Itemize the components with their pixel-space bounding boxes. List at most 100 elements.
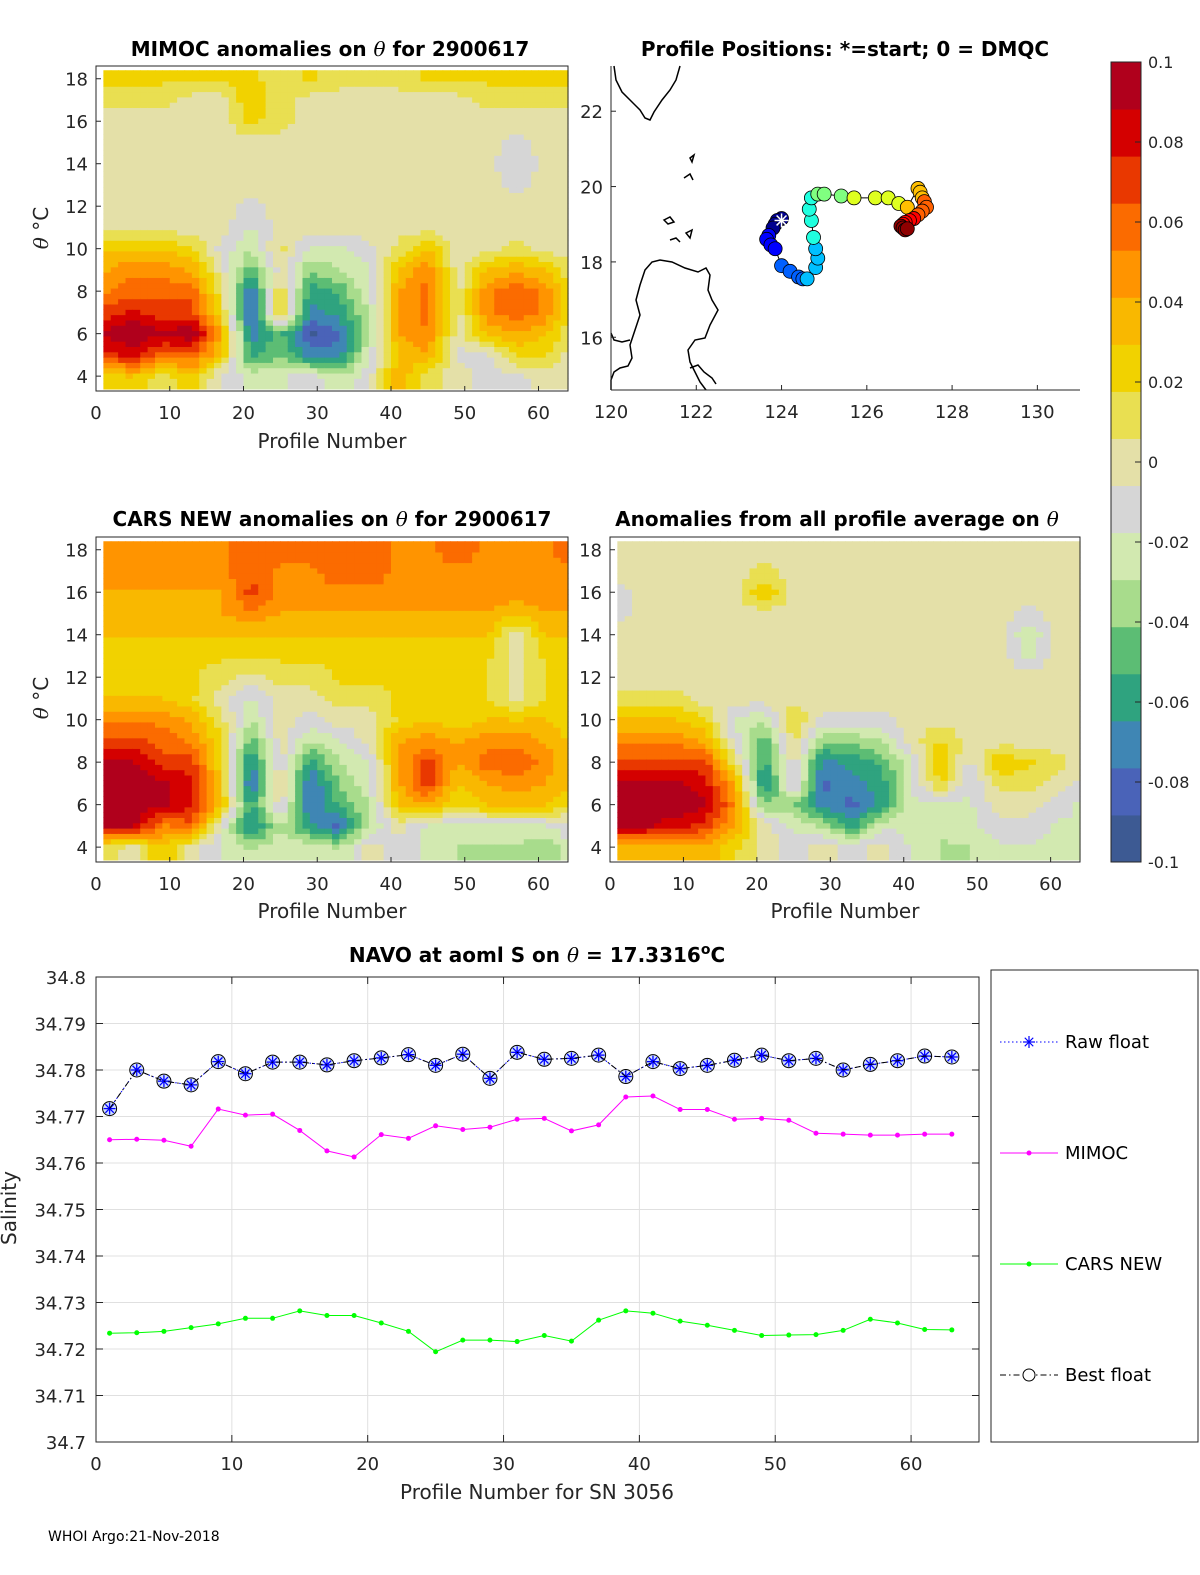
- heatmap-cell: [457, 299, 465, 305]
- heatmap-cell: [244, 182, 252, 188]
- heatmap-cell: [457, 134, 465, 140]
- heatmap-cell: [192, 81, 200, 87]
- heatmap-cell: [413, 187, 421, 193]
- heatmap-cell: [480, 155, 488, 161]
- heatmap-cell: [450, 182, 458, 188]
- heatmap-cell: [148, 293, 156, 299]
- heatmap-cell: [443, 272, 451, 278]
- heatmap-cell: [133, 552, 141, 558]
- heatmap-cell: [229, 76, 237, 82]
- heatmap-cell: [450, 155, 458, 161]
- heatmap-cell: [480, 219, 488, 225]
- heatmap-cell: [546, 76, 554, 82]
- heatmap-cell: [199, 256, 207, 262]
- heatmap-cell: [118, 293, 126, 299]
- heatmap-cell: [332, 192, 340, 198]
- heatmap-cell: [450, 384, 458, 390]
- heatmap-cell: [207, 288, 215, 294]
- heatmap-cell: [347, 368, 355, 374]
- heatmap-cell: [221, 844, 229, 850]
- heatmap-cell: [450, 368, 458, 374]
- heatmap-cell: [406, 373, 414, 379]
- heatmap-cell: [428, 155, 436, 161]
- heatmap-cell: [443, 107, 451, 113]
- heatmap-cell: [111, 176, 119, 182]
- heatmap-cell: [236, 139, 244, 145]
- heatmap-cell: [177, 76, 185, 82]
- heatmap-cell: [524, 384, 532, 390]
- heatmap-cell: [310, 70, 318, 76]
- heatmap-cell: [494, 161, 502, 167]
- heatmap-cell: [118, 807, 126, 813]
- heatmap-cell: [155, 240, 163, 246]
- heatmap-cell: [162, 70, 170, 76]
- heatmap-cell: [450, 373, 458, 379]
- heatmap-cell: [258, 309, 266, 315]
- heatmap-cell: [148, 647, 156, 653]
- heatmap-cell: [185, 352, 193, 358]
- heatmap-cell: [133, 594, 141, 600]
- heatmap-cell: [325, 336, 333, 342]
- heatmap-cell: [369, 315, 377, 321]
- heatmap-cell: [428, 161, 436, 167]
- heatmap-cell: [133, 118, 141, 124]
- heatmap-cell: [207, 626, 215, 632]
- heatmap-cell: [480, 368, 488, 374]
- heatmap-cell: [487, 357, 495, 363]
- heatmap-cell: [494, 203, 502, 209]
- heatmap-cell: [214, 373, 222, 379]
- heatmap-cell: [244, 171, 252, 177]
- heatmap-cell: [539, 299, 547, 305]
- heatmap-cell: [347, 134, 355, 140]
- heatmap-cell: [325, 320, 333, 326]
- heatmap-cell: [118, 235, 126, 241]
- heatmap-cell: [443, 208, 451, 214]
- heatmap-cell: [214, 738, 222, 744]
- heatmap-cell: [192, 378, 200, 384]
- heatmap-cell: [140, 823, 148, 829]
- heatmap-cell: [229, 384, 237, 390]
- heatmap-cell: [325, 235, 333, 241]
- heatmap-cell: [118, 568, 126, 574]
- heatmap-cell: [207, 817, 215, 823]
- heatmap-cell: [244, 315, 252, 321]
- heatmap-cell: [457, 97, 465, 103]
- heatmap-cell: [258, 150, 266, 156]
- heatmap-cell: [192, 557, 200, 563]
- heatmap-cell: [332, 134, 340, 140]
- heatmap-cell: [251, 315, 259, 321]
- heatmap-cell: [546, 299, 554, 305]
- heatmap-cell: [185, 176, 193, 182]
- heatmap-cell: [192, 161, 200, 167]
- heatmap-cell: [465, 256, 473, 262]
- heatmap-cell: [494, 97, 502, 103]
- heatmap-cell: [170, 325, 178, 331]
- heatmap-cell: [199, 632, 207, 638]
- heatmap-cell: [450, 245, 458, 251]
- heatmap-cell: [280, 256, 288, 262]
- heatmap-cell: [155, 224, 163, 230]
- heatmap-cell: [244, 299, 252, 305]
- heatmap-cell: [561, 150, 569, 156]
- heatmap-cell: [428, 378, 436, 384]
- heatmap-cell: [317, 192, 325, 198]
- heatmap-cell: [502, 352, 510, 358]
- heatmap-cell: [487, 378, 495, 384]
- heatmap-cell: [229, 150, 237, 156]
- heatmap-cell: [480, 320, 488, 326]
- heatmap-cell: [148, 568, 156, 574]
- heatmap-cell: [207, 299, 215, 305]
- heatmap-cell: [553, 378, 561, 384]
- heatmap-cell: [421, 86, 429, 92]
- heatmap-cell: [480, 245, 488, 251]
- heatmap-cell: [162, 653, 170, 659]
- heatmap-cell: [362, 346, 370, 352]
- heatmap-cell: [229, 192, 237, 198]
- heatmap-cell: [480, 139, 488, 145]
- heatmap-cell: [347, 176, 355, 182]
- heatmap-cell: [133, 844, 141, 850]
- heatmap-cell: [162, 547, 170, 553]
- heatmap-cell: [118, 277, 126, 283]
- heatmap-cell: [162, 786, 170, 792]
- heatmap-cell: [288, 155, 296, 161]
